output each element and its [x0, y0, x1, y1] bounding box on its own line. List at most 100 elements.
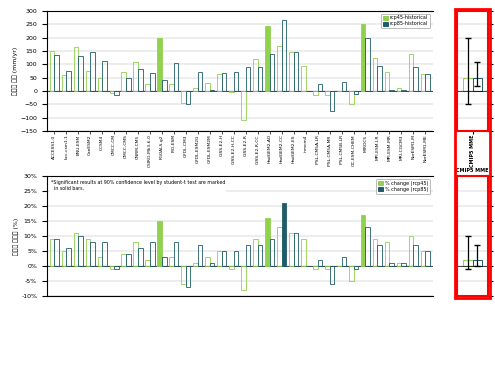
Bar	[90, 52, 95, 91]
Bar	[385, 242, 390, 266]
Bar	[349, 91, 353, 104]
Bar	[265, 26, 270, 91]
Bar	[401, 263, 406, 266]
Bar	[361, 24, 365, 91]
Bar	[258, 67, 262, 91]
Bar	[114, 91, 119, 95]
Bar	[318, 84, 322, 91]
Bar	[210, 263, 214, 266]
Bar	[174, 242, 179, 266]
Bar	[342, 82, 346, 91]
Bar	[282, 20, 286, 91]
Bar	[229, 91, 234, 92]
Bar	[194, 88, 198, 91]
Bar	[397, 88, 401, 91]
Bar	[109, 91, 114, 93]
Bar	[270, 239, 274, 266]
Bar	[162, 257, 166, 266]
Bar	[378, 65, 382, 91]
Bar	[126, 78, 131, 91]
Bar	[54, 239, 59, 266]
Bar	[90, 242, 95, 266]
Bar	[413, 67, 418, 91]
Text: *Significant results at 90% confidence level by student-t test are marked
  in s: *Significant results at 90% confidence l…	[51, 180, 225, 192]
Y-axis label: 강수량 변화율 (%): 강수량 변화율 (%)	[13, 218, 18, 255]
Bar	[138, 69, 143, 91]
Bar	[62, 75, 66, 91]
Bar	[425, 251, 430, 266]
Bar	[157, 38, 162, 91]
Bar	[54, 55, 59, 91]
Bar	[277, 46, 282, 91]
Bar	[114, 266, 119, 269]
Bar	[365, 227, 370, 266]
Bar	[397, 263, 401, 266]
Bar	[157, 221, 162, 266]
Bar	[253, 239, 258, 266]
Bar	[210, 90, 214, 91]
Bar	[425, 74, 430, 91]
Bar	[62, 251, 66, 266]
Bar	[169, 84, 174, 91]
Bar	[205, 257, 210, 266]
Bar	[289, 52, 294, 91]
Bar	[234, 251, 238, 266]
Bar	[74, 47, 78, 91]
Legend: % change (rcp45), % change (rcp85): % change (rcp45), % change (rcp85)	[376, 179, 430, 194]
Bar	[146, 84, 150, 91]
Bar	[385, 72, 390, 91]
Bar	[126, 254, 131, 266]
Bar	[222, 251, 226, 266]
Bar	[390, 90, 394, 91]
Bar	[217, 74, 222, 91]
Bar	[241, 266, 246, 290]
Bar	[78, 56, 83, 91]
Bar	[463, 78, 473, 91]
Bar	[138, 248, 143, 266]
Bar	[258, 245, 262, 266]
Bar	[265, 218, 270, 266]
Legend: rcp45-historical, rcp85-historical: rcp45-historical, rcp85-historical	[381, 14, 430, 28]
Bar	[186, 91, 191, 104]
Bar	[86, 239, 90, 266]
Bar	[50, 51, 54, 91]
Bar	[78, 236, 83, 266]
Bar	[282, 203, 286, 266]
Bar	[313, 91, 318, 95]
Bar	[353, 91, 358, 94]
Bar	[169, 257, 174, 266]
Bar	[222, 73, 226, 91]
Bar	[409, 236, 413, 266]
Bar	[349, 266, 353, 281]
Bar	[353, 266, 358, 269]
Bar	[66, 248, 71, 266]
Bar	[181, 91, 186, 103]
Bar	[98, 78, 102, 91]
Bar	[150, 73, 154, 91]
Bar	[330, 91, 334, 111]
Bar	[413, 245, 418, 266]
X-axis label: CMIP5 MME: CMIP5 MME	[456, 168, 489, 173]
Bar	[277, 227, 282, 266]
Bar	[342, 257, 346, 266]
Bar	[294, 233, 298, 266]
Bar	[378, 245, 382, 266]
Bar	[181, 266, 186, 284]
Bar	[205, 83, 210, 91]
Bar	[325, 91, 330, 95]
Bar	[318, 260, 322, 266]
Bar	[325, 266, 330, 269]
Bar	[86, 71, 90, 91]
Bar	[409, 54, 413, 91]
Bar	[390, 263, 394, 266]
Bar	[246, 245, 250, 266]
Bar	[150, 242, 154, 266]
Bar	[330, 266, 334, 284]
Bar	[270, 54, 274, 91]
Bar	[217, 251, 222, 266]
Bar	[146, 260, 150, 266]
Bar	[253, 59, 258, 91]
Bar	[174, 63, 179, 91]
Bar	[134, 62, 138, 91]
Bar	[401, 90, 406, 91]
